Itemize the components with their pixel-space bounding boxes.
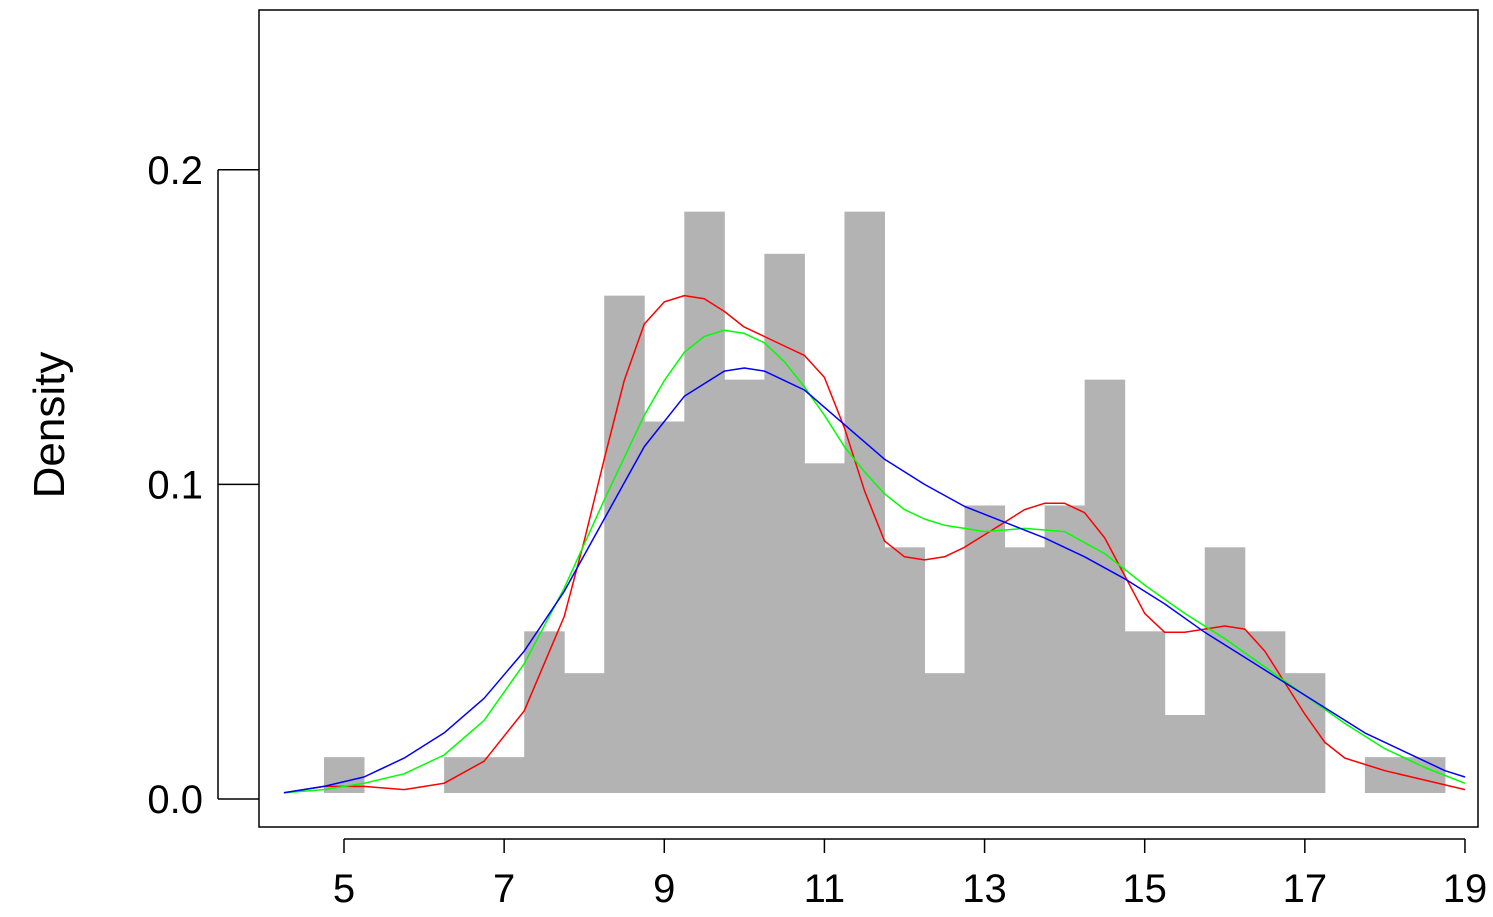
histogram-bar [1124, 631, 1166, 793]
x-tick-label: 15 [1122, 867, 1167, 911]
histogram-bar [964, 505, 1006, 793]
histogram-bar [323, 757, 365, 793]
x-tick-label: 13 [962, 867, 1007, 911]
histogram-bar [724, 379, 765, 793]
y-axis: 0.0 0.1 0.2 [147, 149, 259, 822]
x-tick-label: 17 [1283, 867, 1328, 911]
histogram-bar [844, 211, 885, 794]
x-tick-label: 9 [653, 867, 675, 911]
histogram-bar [1204, 547, 1246, 793]
histogram-bar [484, 757, 525, 793]
histogram-bar [884, 547, 926, 793]
histogram-bar [1084, 379, 1126, 793]
histogram-bar [924, 673, 966, 793]
histogram-bar [1044, 505, 1086, 793]
density-curve-line [283, 367, 1466, 794]
histogram-bar [1404, 757, 1446, 793]
plot-frame [258, 9, 1479, 828]
x-tick-label: 11 [804, 867, 846, 911]
density-curve-line [283, 294, 1466, 794]
y-tick-label: 0.1 [147, 463, 203, 507]
histogram-bar [1004, 547, 1046, 793]
histogram-bar [444, 757, 485, 793]
histogram-bars [323, 211, 1446, 794]
y-tick-label: 0.2 [147, 149, 203, 193]
y-axis-title: Density [25, 352, 74, 499]
x-tick-label: 7 [493, 867, 515, 911]
histogram-bar [644, 421, 685, 793]
histogram-bar [1244, 631, 1286, 793]
x-axis: 5 7 9 11 13 15 17 19 [333, 838, 1488, 911]
histogram-bar [524, 631, 565, 793]
histogram-bar [604, 295, 645, 793]
y-tick-label: 0.0 [147, 778, 203, 822]
histogram-bar [1364, 757, 1406, 793]
density-curves [283, 294, 1466, 794]
histogram-bar [564, 673, 605, 793]
x-tick-label: 5 [333, 867, 355, 911]
histogram-bar [1164, 715, 1206, 793]
x-tick-label: 19 [1443, 867, 1488, 911]
histogram-bar [764, 253, 805, 793]
histogram-bar [804, 463, 845, 793]
density-curve-line [283, 329, 1466, 794]
histogram-bar [684, 211, 725, 794]
